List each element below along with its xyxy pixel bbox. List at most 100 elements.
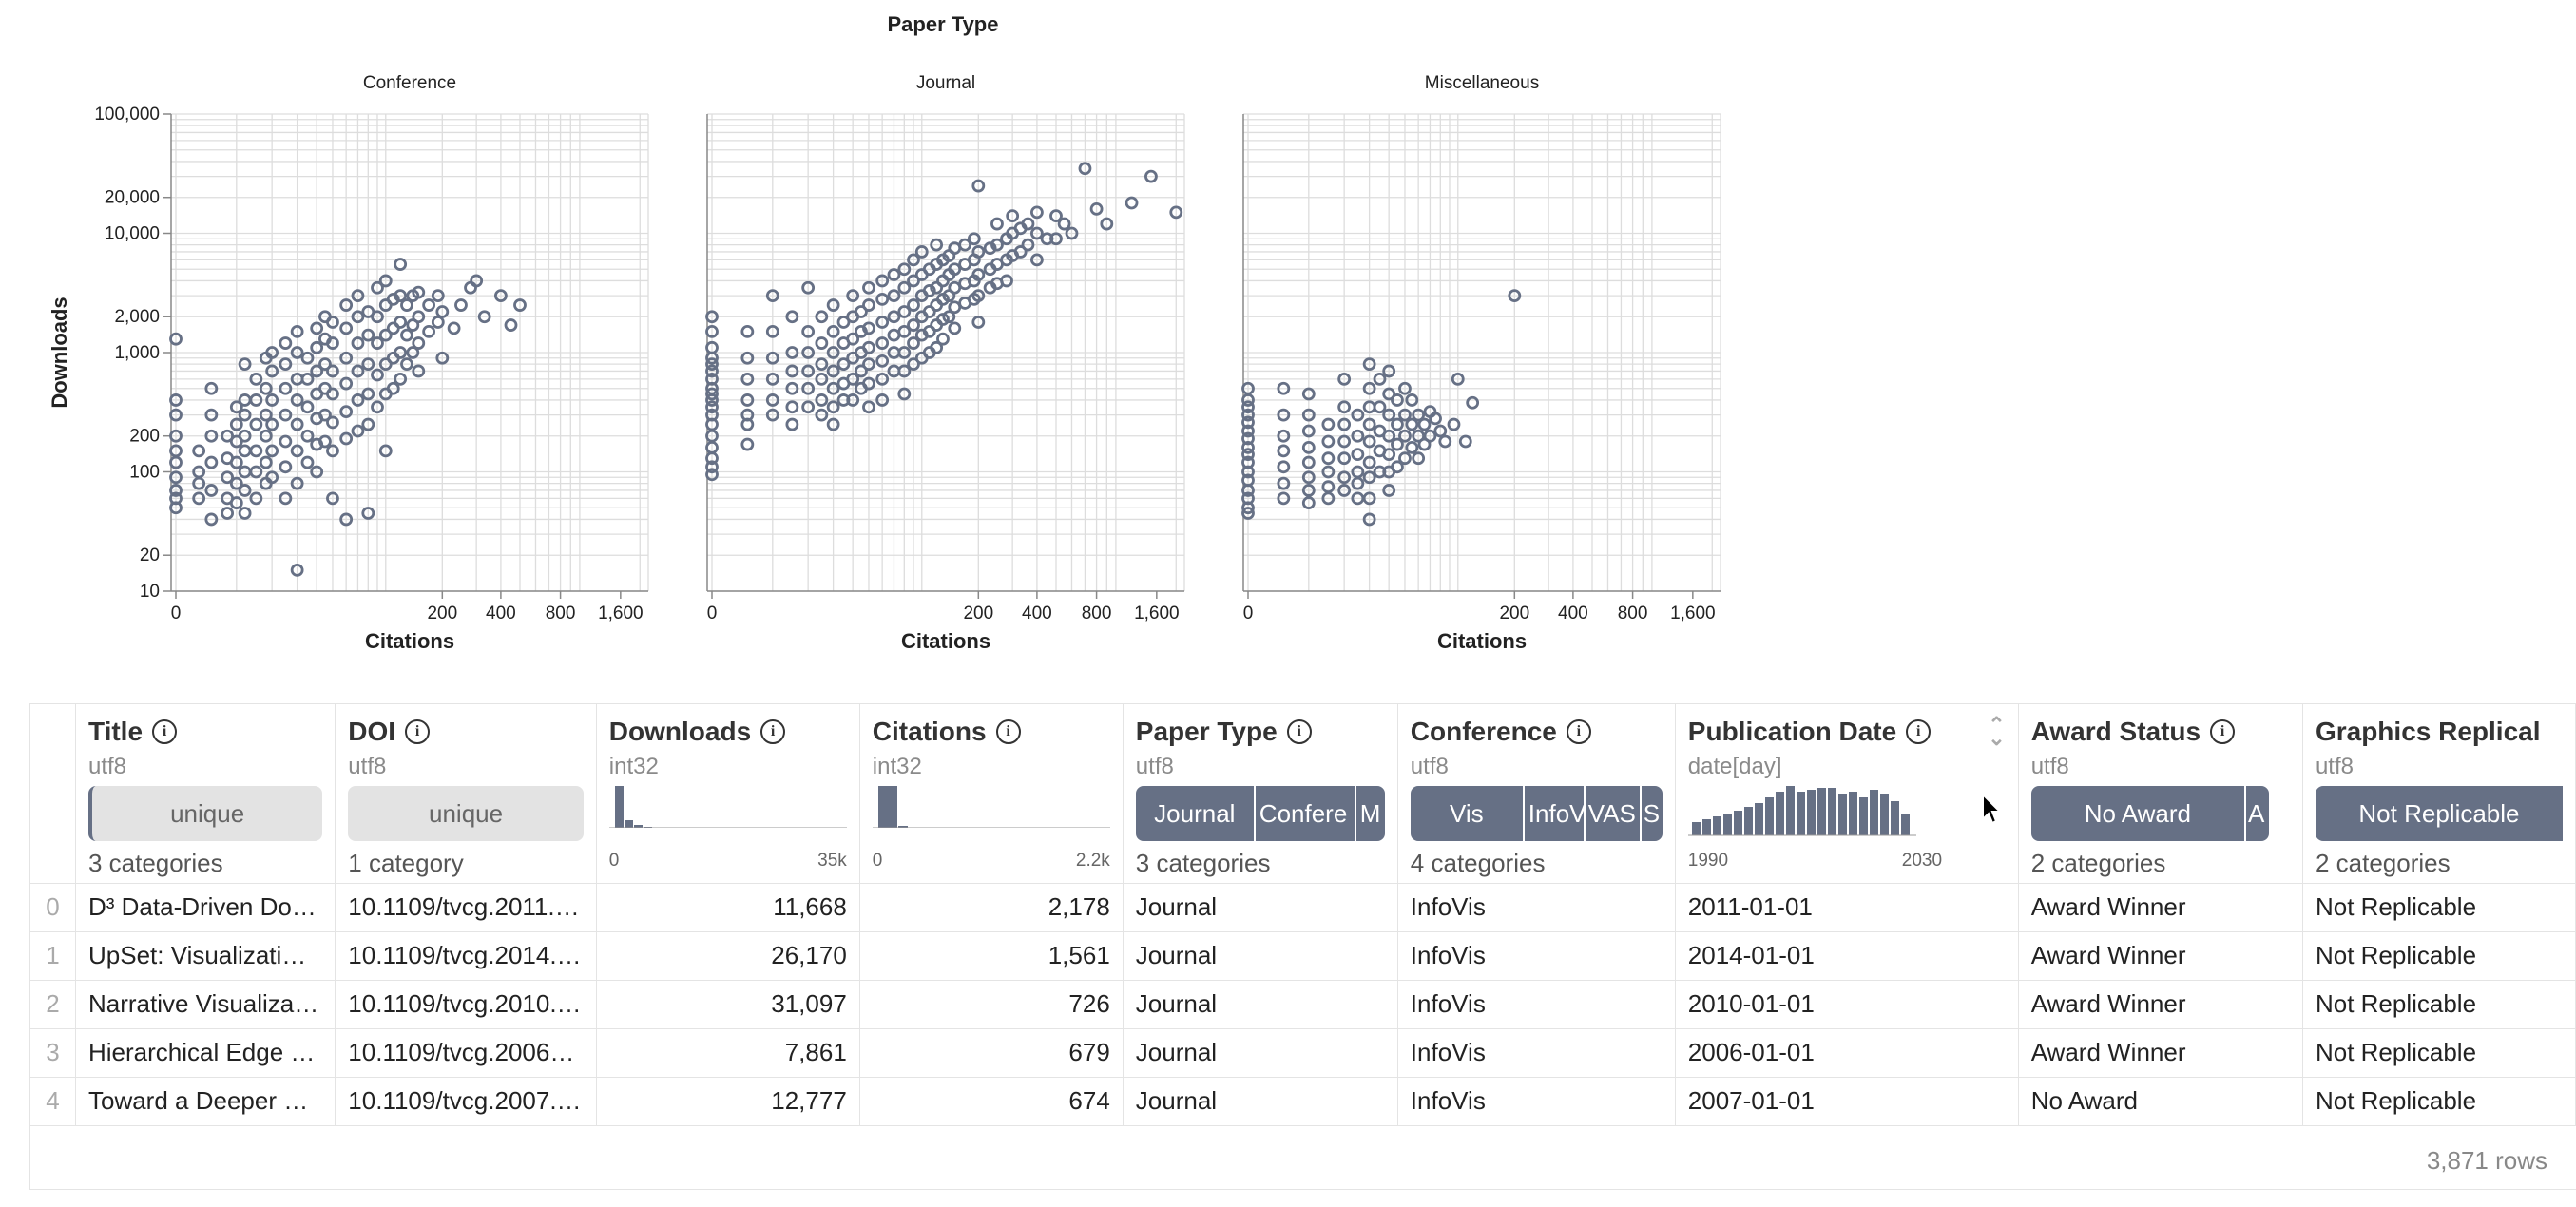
row-index: 4 [30, 1077, 76, 1126]
column-header-conference[interactable]: Conference i utf8 Vis InfoV VAS S 4 categ… [1397, 704, 1676, 884]
column-summary[interactable]: unique [348, 786, 584, 845]
category-pill[interactable]: InfoV [1524, 786, 1586, 841]
info-icon[interactable]: i [405, 719, 431, 744]
cell-downloads[interactable]: 11,668 [596, 883, 860, 932]
histogram-downloads[interactable]: 0 35k [608, 786, 847, 871]
column-summary[interactable]: No Award A [2030, 786, 2290, 845]
cell-graphics-replicability[interactable]: Not Replicable [2302, 931, 2576, 981]
cell-title[interactable]: Hierarchical Edge … [75, 1028, 336, 1078]
table-row[interactable]: 4 Toward a Deeper … 10.1109/tvcg.2007.… … [30, 1077, 2576, 1126]
cell-citations[interactable]: 726 [859, 980, 1124, 1029]
sort-icon[interactable]: ⌃ ⌄ [1988, 713, 2006, 750]
cell-graphics-replicability[interactable]: Not Replicable [2302, 1077, 2576, 1126]
info-icon[interactable]: i [2210, 719, 2236, 744]
cell-paper-type[interactable]: Journal [1123, 931, 1398, 981]
cell-downloads[interactable]: 31,097 [596, 980, 860, 1029]
column-summary[interactable]: Vis InfoV VAS S [1410, 786, 1663, 845]
column-summary[interactable]: Journal Confere M [1135, 786, 1385, 845]
category-pill[interactable]: M [1355, 786, 1385, 841]
cell-publication-date[interactable]: 2006-01-01 [1675, 1028, 2019, 1078]
category-pill[interactable]: No Award [2030, 786, 2247, 841]
cell-graphics-replicability[interactable]: Not Replicable [2302, 1028, 2576, 1078]
cell-doi[interactable]: 10.1109/tvcg.2014.… [335, 931, 597, 981]
cell-award-status[interactable]: No Award [2018, 1077, 2303, 1126]
x-tick-label: 800 [1618, 604, 1648, 623]
cell-citations[interactable]: 1,561 [859, 931, 1124, 981]
data-point [339, 512, 354, 527]
cell-title[interactable]: D³ Data-Driven Do… [75, 883, 336, 932]
cell-graphics-replicability[interactable]: Not Replicable [2302, 980, 2576, 1029]
cell-doi[interactable]: 10.1109/tvcg.2010.… [335, 980, 597, 1029]
category-pill[interactable]: Vis [1410, 786, 1525, 841]
data-point [371, 368, 384, 382]
info-icon[interactable]: i [1906, 719, 1932, 744]
cell-paper-type[interactable]: Journal [1123, 1077, 1398, 1126]
cell-publication-date[interactable]: 2011-01-01 [1675, 883, 2019, 932]
cell-downloads[interactable]: 26,170 [596, 931, 860, 981]
cell-award-status[interactable]: Award Winner [2018, 980, 2303, 1029]
cell-title[interactable]: Toward a Deeper … [75, 1077, 336, 1126]
cell-award-status[interactable]: Award Winner [2018, 1028, 2303, 1078]
cell-citations[interactable]: 2,178 [859, 883, 1124, 932]
column-header-paper-type[interactable]: Paper Type i utf8 Journal Confere M 3 cat… [1123, 704, 1398, 884]
cell-publication-date[interactable]: 2014-01-01 [1675, 931, 2019, 981]
table-row[interactable]: 1 UpSet: Visualizati… 10.1109/tvcg.2014.… [30, 931, 2576, 981]
histogram-publication-date[interactable]: 1990 2030 [1687, 786, 2006, 871]
category-pill[interactable]: Journal [1135, 786, 1256, 841]
data-point [967, 232, 981, 246]
cell-publication-date[interactable]: 2007-01-01 [1675, 1077, 2019, 1126]
histogram-citations[interactable]: 0 2.2k [872, 786, 1110, 871]
column-summary[interactable]: unique [87, 786, 323, 845]
column-header-downloads[interactable]: Downloads i int32 0 35k [596, 704, 860, 884]
cell-paper-type[interactable]: Journal [1123, 1028, 1398, 1078]
cell-paper-type[interactable]: Journal [1123, 883, 1398, 932]
cell-downloads[interactable]: 12,777 [596, 1077, 860, 1126]
info-icon[interactable]: i [760, 719, 786, 744]
data-point [1391, 393, 1404, 407]
table-row[interactable]: 3 Hierarchical Edge … 10.1109/tvcg.2006…… [30, 1028, 2576, 1078]
cell-publication-date[interactable]: 2010-01-01 [1675, 980, 2019, 1029]
cell-doi[interactable]: 10.1109/tvcg.2011.… [335, 883, 597, 932]
cell-downloads[interactable]: 7,861 [596, 1028, 860, 1078]
cell-citations[interactable]: 674 [859, 1077, 1124, 1126]
info-icon[interactable]: i [152, 719, 178, 744]
cell-award-status[interactable]: Award Winner [2018, 931, 2303, 981]
category-pill[interactable]: VAS [1585, 786, 1642, 841]
cell-conference[interactable]: InfoVis [1397, 1077, 1676, 1126]
cell-conference[interactable]: InfoVis [1397, 883, 1676, 932]
data-table[interactable]: Title i utf8 unique 3 categories DOI i utf… [29, 703, 2576, 1190]
column-header-citations[interactable]: Citations i int32 0 2.2k [859, 704, 1124, 884]
category-pill[interactable]: A [2246, 786, 2269, 841]
column-summary[interactable]: Not Replicable [2315, 786, 2563, 845]
data-point [1451, 372, 1465, 386]
category-pill[interactable]: S [1641, 786, 1663, 841]
cell-award-status[interactable]: Award Winner [2018, 883, 2303, 932]
info-icon[interactable]: i [1566, 719, 1591, 744]
cell-doi[interactable]: 10.1109/tvcg.2007.… [335, 1077, 597, 1126]
histogram-bars [872, 786, 1110, 829]
table-row[interactable]: 2 Narrative Visualiza… 10.1109/tvcg.2010… [30, 980, 2576, 1029]
category-pill[interactable]: Confere [1255, 786, 1356, 841]
column-header-title[interactable]: Title i utf8 unique 3 categories [75, 704, 336, 884]
table-row[interactable]: 0 D³ Data-Driven Do… 10.1109/tvcg.2011.…… [30, 883, 2576, 932]
cell-citations[interactable]: 679 [859, 1028, 1124, 1078]
data-point [948, 262, 962, 277]
cell-title[interactable]: UpSet: Visualizati… [75, 931, 336, 981]
facet-title: Miscellaneous [1425, 73, 1539, 93]
cell-graphics-replicability[interactable]: Not Replicable [2302, 883, 2576, 932]
cell-conference[interactable]: InfoVis [1397, 1028, 1676, 1078]
y-tick-label: 10,000 [105, 224, 160, 244]
cell-conference[interactable]: InfoVis [1397, 931, 1676, 981]
column-header-publication-date[interactable]: Publication Date i ⌃ ⌄ date[day] 1990 2030 [1675, 704, 2019, 884]
column-header-award-status[interactable]: Award Status i utf8 No Award A 2 categori… [2018, 704, 2303, 884]
column-header-doi[interactable]: DOI i utf8 unique 1 category [335, 704, 597, 884]
info-icon[interactable]: i [1286, 719, 1312, 744]
category-pill[interactable]: Not Replicable [2315, 786, 2563, 841]
cell-conference[interactable]: InfoVis [1397, 980, 1676, 1029]
cell-paper-type[interactable]: Journal [1123, 980, 1398, 1029]
cell-title[interactable]: Narrative Visualiza… [75, 980, 336, 1029]
column-header-graphics-replicability[interactable]: Graphics Replical utf8 Not Replicable 2 … [2302, 704, 2576, 884]
info-icon[interactable]: i [995, 719, 1021, 744]
data-point [922, 284, 936, 297]
cell-doi[interactable]: 10.1109/tvcg.2006… [335, 1028, 597, 1078]
